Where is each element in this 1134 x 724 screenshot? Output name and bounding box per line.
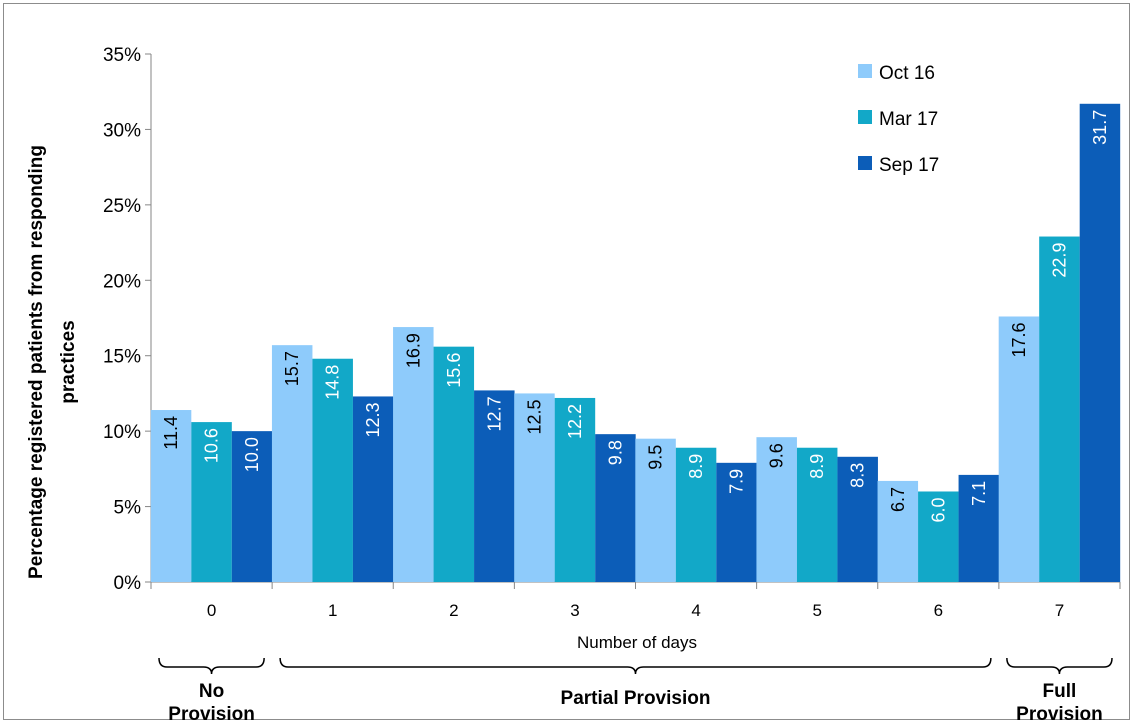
x-axis-title: Number of days	[577, 633, 697, 652]
bar	[271, 345, 313, 582]
bar	[756, 437, 797, 582]
y-tick-label: 35%	[103, 45, 141, 66]
legend-swatch	[858, 64, 872, 78]
data-label: 6.7	[888, 487, 908, 512]
legend-swatch	[858, 110, 872, 124]
y-tick-label: 5%	[114, 498, 142, 519]
x-tick-label: 4	[691, 601, 700, 620]
group-bracket	[1006, 657, 1113, 675]
data-label: 7.1	[969, 481, 989, 506]
bar	[998, 316, 1040, 582]
bar	[877, 480, 919, 582]
bar	[433, 346, 475, 582]
bar	[635, 438, 676, 582]
x-tick-label: 3	[570, 601, 579, 620]
data-label: 9.6	[767, 443, 787, 468]
legend-label: Sep 17	[879, 155, 939, 176]
x-tick-label: 6	[934, 601, 943, 620]
data-label: 7.9	[727, 469, 747, 494]
bar	[474, 390, 515, 582]
bar	[393, 327, 434, 582]
group-label: Full	[1043, 681, 1077, 702]
group-label: Provision	[1016, 704, 1103, 724]
bar	[312, 358, 353, 582]
data-label: 31.7	[1090, 110, 1110, 145]
bar	[231, 431, 273, 582]
data-label: 16.9	[403, 333, 423, 368]
x-tick-label: 0	[207, 601, 216, 620]
bar	[514, 393, 555, 582]
bar	[675, 447, 717, 582]
x-tick-label: 1	[328, 601, 337, 620]
data-label: 12.3	[363, 402, 383, 437]
y-tick-label: 25%	[103, 196, 141, 217]
bar	[837, 456, 878, 582]
bar	[716, 462, 757, 582]
bar	[150, 410, 192, 582]
data-label: 6.0	[928, 497, 948, 522]
group-bracket	[158, 657, 265, 675]
data-label: 10.6	[202, 428, 222, 463]
group-label: Provision	[168, 704, 255, 724]
data-label: 9.5	[646, 445, 666, 470]
legend-label: Mar 17	[879, 109, 938, 130]
y-tick-label: 15%	[103, 347, 141, 368]
data-label: 15.7	[282, 351, 302, 386]
y-tick-label: 0%	[114, 573, 142, 594]
x-tick-label: 2	[449, 601, 458, 620]
y-axis-title: Percentage registered patients from resp…	[26, 145, 79, 579]
group-bracket	[279, 657, 992, 675]
y-tick-label: 10%	[103, 422, 141, 443]
bar	[191, 422, 232, 582]
chart-frame	[3, 3, 1130, 720]
bar	[1039, 236, 1080, 582]
bar	[595, 434, 636, 582]
bar	[958, 474, 1000, 582]
y-axis-title-line1: Percentage registered patients from resp…	[26, 145, 47, 579]
y-tick-label: 20%	[103, 271, 141, 292]
data-label: 22.9	[1049, 243, 1069, 278]
legend-label: Oct 16	[879, 63, 935, 84]
bar	[554, 397, 596, 582]
bar	[352, 396, 394, 582]
data-label: 10.0	[242, 437, 262, 472]
y-axis-title-line2: practices	[58, 320, 79, 403]
data-label: 14.8	[323, 365, 343, 400]
bar	[918, 491, 959, 582]
x-tick-label: 5	[812, 601, 821, 620]
data-label: 8.9	[686, 454, 706, 479]
group-label: No	[199, 681, 224, 702]
data-label: 8.9	[807, 454, 827, 479]
data-label: 12.7	[484, 396, 504, 431]
bar	[1079, 103, 1121, 582]
data-label: 15.6	[444, 353, 464, 388]
group-label: Partial Provision	[561, 688, 711, 709]
data-label: 8.3	[848, 463, 868, 488]
x-tick-label: 7	[1055, 601, 1064, 620]
data-label: 9.8	[605, 440, 625, 465]
y-tick-label: 30%	[103, 120, 141, 141]
data-label: 12.5	[524, 399, 544, 434]
data-label: 12.2	[565, 404, 585, 439]
data-label: 11.4	[161, 416, 181, 450]
legend-swatch	[858, 156, 872, 170]
data-label: 17.6	[1009, 322, 1029, 357]
bar	[796, 447, 838, 582]
